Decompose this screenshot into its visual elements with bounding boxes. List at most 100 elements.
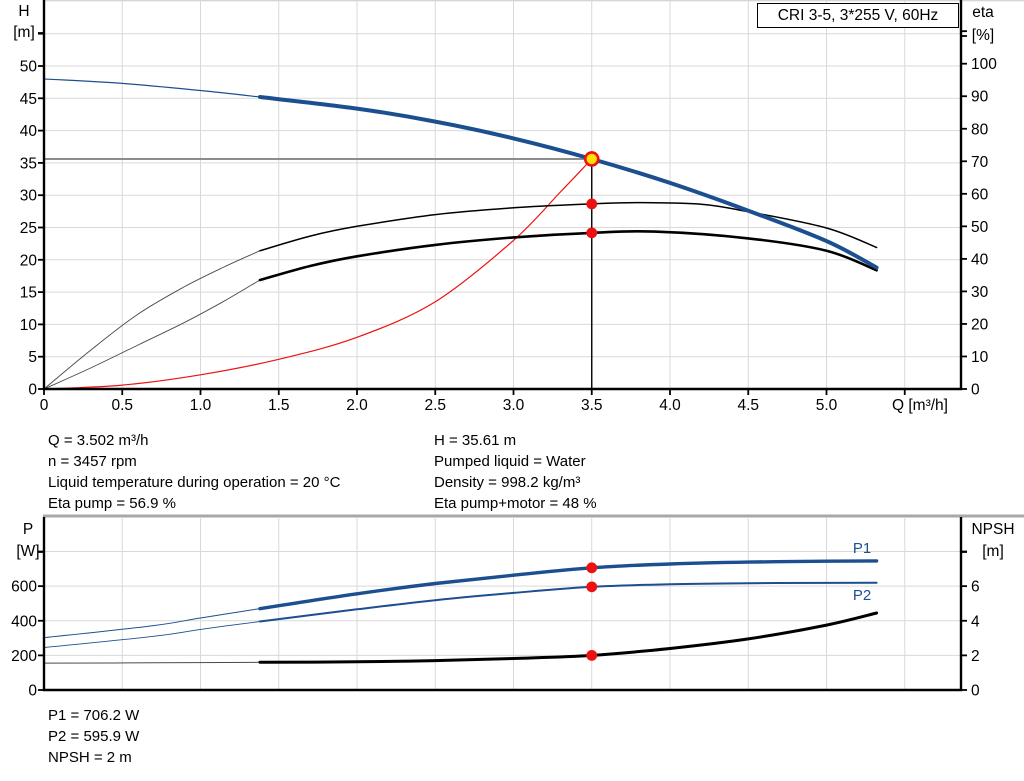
svg-text:45: 45 — [20, 91, 37, 108]
info-line-speed: n = 3457 rpm — [48, 453, 137, 470]
svg-text:[W]: [W] — [16, 543, 39, 560]
svg-text:[%]: [%] — [972, 27, 994, 44]
svg-text:6: 6 — [971, 579, 980, 596]
svg-text:100: 100 — [971, 56, 997, 73]
svg-text:0: 0 — [971, 683, 980, 700]
power-npsh-chart: P2 P1 0 200 400 600 0 2 4 6 P [W] NPSH [m] — [11, 514, 1024, 700]
duty-point-eta-pump — [586, 198, 598, 210]
svg-text:10: 10 — [20, 317, 38, 334]
svg-text:30: 30 — [971, 284, 989, 301]
duty-point-eta-pump-motor — [586, 227, 598, 239]
gridlines — [44, 517, 961, 690]
svg-text:4: 4 — [971, 613, 980, 630]
svg-text:0: 0 — [28, 382, 37, 399]
info-line-eta-pump-motor: Eta pump+motor = 48 % — [434, 495, 597, 512]
svg-text:70: 70 — [971, 154, 989, 171]
axes — [42, 0, 963, 391]
tick-labels: 0 200 400 600 0 2 4 6 — [11, 550, 980, 700]
svg-text:P: P — [23, 521, 33, 538]
axes — [42, 517, 963, 692]
info-line-eta-pump: Eta pump = 56.9 % — [48, 495, 176, 512]
svg-text:2.5: 2.5 — [424, 397, 446, 414]
info-line-npsh: NPSH = 2 m — [48, 749, 132, 766]
svg-text:40: 40 — [20, 123, 38, 140]
svg-text:200: 200 — [11, 648, 37, 665]
svg-text:90: 90 — [971, 89, 989, 106]
svg-text:50: 50 — [20, 59, 38, 76]
p1-curve-label: P1 — [853, 540, 871, 557]
svg-text:H: H — [18, 3, 29, 20]
svg-text:0: 0 — [40, 397, 49, 414]
duty-info-left: Q = 3.502 m³/h n = 3457 rpm Liquid tempe… — [48, 430, 340, 514]
gridlines — [44, 0, 961, 389]
info-line-density: Density = 998.2 kg/m³ — [434, 474, 581, 491]
eta-pump-thin — [43, 250, 261, 390]
tick-labels: 0 5 10 15 20 25 30 35 40 45 50 0 10 20 30 40 50 60 70 80 90 1… — [20, 30, 997, 414]
p1-curve-series — [43, 559, 879, 639]
svg-text:10: 10 — [971, 349, 989, 366]
duty-point-p2 — [586, 581, 598, 593]
svg-text:50: 50 — [971, 219, 989, 236]
system-curve-series — [43, 158, 593, 390]
info-line-q: Q = 3.502 m³/h — [48, 432, 149, 449]
svg-text:3.0: 3.0 — [503, 397, 525, 414]
duty-point-npsh — [586, 649, 598, 661]
info-line-temperature: Liquid temperature during operation = 20… — [48, 474, 341, 491]
svg-text:3.5: 3.5 — [581, 397, 603, 414]
svg-text:35: 35 — [20, 155, 37, 172]
svg-text:25: 25 — [20, 220, 37, 237]
duty-point-markers — [586, 562, 598, 661]
power-info: P1 = 706.2 W P2 = 595.9 W NPSH = 2 m — [48, 705, 139, 768]
pump-model-label: CRI 3-5, 3*255 V, 60Hz — [757, 3, 959, 28]
svg-text:2.0: 2.0 — [346, 397, 368, 414]
qh-curve-thin — [43, 78, 261, 98]
svg-text:20: 20 — [20, 252, 38, 269]
duty-point-p1 — [586, 562, 598, 574]
svg-text:80: 80 — [971, 121, 989, 138]
eta-pump-series — [43, 201, 878, 390]
p2-curve-thin — [43, 621, 261, 649]
svg-text:eta: eta — [972, 4, 994, 21]
info-line-p2: P2 = 595.9 W — [48, 728, 140, 745]
svg-text:5: 5 — [28, 349, 37, 366]
svg-text:15: 15 — [20, 285, 37, 302]
svg-text:4.5: 4.5 — [737, 397, 759, 414]
svg-text:5.0: 5.0 — [816, 397, 838, 414]
svg-text:40: 40 — [971, 251, 989, 268]
svg-text:0: 0 — [971, 382, 980, 399]
svg-text:1.0: 1.0 — [190, 397, 212, 414]
svg-text:NPSH: NPSH — [971, 521, 1014, 538]
svg-text:20: 20 — [971, 316, 989, 333]
eta-pump-motor-thin — [43, 279, 261, 390]
svg-text:2: 2 — [971, 648, 980, 665]
axis-name-labels: H [m] eta [%] — [13, 3, 994, 44]
p2-curve-thick — [258, 581, 878, 623]
info-line-head: H = 35.61 m — [434, 432, 517, 449]
svg-text:600: 600 — [11, 579, 37, 596]
svg-text:0.5: 0.5 — [111, 397, 133, 414]
p2-curve-label: P2 — [853, 587, 871, 604]
x-axis-unit-label: Q [m³/h] — [892, 397, 948, 414]
system-curve — [43, 158, 593, 390]
eta-pump-motor-thick — [258, 229, 878, 282]
qh-eta-chart: 0 5 10 15 20 25 30 35 40 45 50 0 10 20 30 40 50 60 70 80 90 1… — [13, 0, 1024, 414]
svg-text:[m]: [m] — [13, 24, 35, 41]
svg-text:400: 400 — [11, 613, 37, 630]
p1-curve-thick — [258, 559, 879, 611]
svg-text:[m]: [m] — [982, 543, 1004, 560]
duty-point-markers — [583, 151, 600, 239]
p1-curve-thin — [43, 608, 261, 639]
npsh-curve-thin — [43, 661, 261, 664]
svg-text:60: 60 — [971, 186, 989, 203]
svg-text:30: 30 — [20, 188, 38, 205]
axis-name-labels: P [W] NPSH [m] — [16, 521, 1014, 560]
duty-point-qh — [583, 151, 600, 167]
eta-pump-motor-series — [43, 229, 878, 390]
info-line-p1: P1 = 706.2 W — [48, 707, 140, 724]
info-line-liquid: Pumped liquid = Water — [434, 453, 586, 470]
svg-text:4.0: 4.0 — [659, 397, 681, 414]
svg-text:1.5: 1.5 — [268, 397, 290, 414]
duty-info-right: H = 35.61 m Pumped liquid = Water Densit… — [434, 430, 597, 514]
